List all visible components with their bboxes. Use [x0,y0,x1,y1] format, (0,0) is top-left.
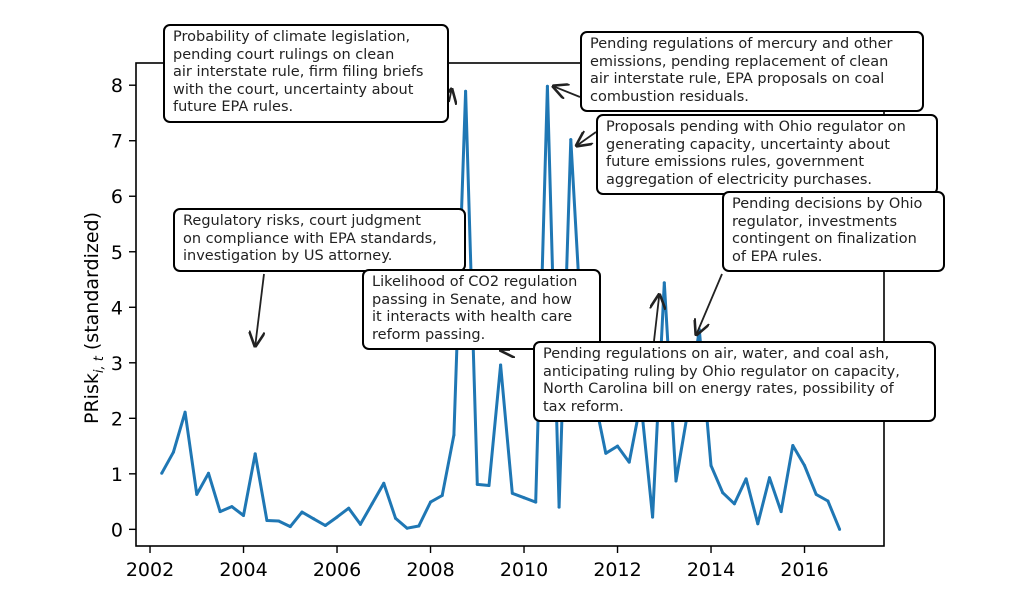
data-point [393,516,397,520]
y-axis: 0 1 2 3 4 5 6 7 8 [111,75,136,541]
y-tick-label: 2 [111,408,123,430]
y-tick-label: 5 [111,242,123,264]
data-point [779,510,783,514]
data-point [756,522,760,526]
y-tick-label: 1 [111,464,123,486]
y-tick-label: 8 [111,75,123,97]
data-point [651,515,655,519]
data-point [475,482,479,486]
data-point [323,523,327,527]
data-point [440,493,444,497]
y-axis-label-subscript: i, t [92,355,107,373]
annotation-2004: Regulatory risks, court judgment on comp… [173,208,466,272]
x-tick-label: 2010 [500,559,548,581]
x-tick-label: 2004 [219,559,267,581]
data-point [674,479,678,483]
data-point [534,500,538,504]
data-point [382,481,386,485]
x-tick-label: 2016 [780,559,828,581]
data-point [814,492,818,496]
data-point [627,460,631,464]
y-tick-label: 6 [111,186,123,208]
data-point [230,505,234,509]
annotation-arrow [553,86,581,97]
data-point [744,477,748,481]
y-tick-label: 4 [111,297,123,319]
data-point [347,506,351,510]
annotation-arrow [654,295,659,342]
annotation-arrows [255,86,723,350]
data-point [522,496,526,500]
data-point [569,138,573,142]
data-point [253,452,257,456]
y-tick-label: 7 [111,131,123,153]
data-point [732,502,736,506]
annotation-arrow [255,273,264,346]
data-point [265,518,269,522]
x-tick-label: 2006 [313,559,361,581]
data-point [803,464,807,467]
data-point [826,499,830,503]
data-point [487,483,491,487]
data-point [218,510,222,514]
annotation-arrow [449,89,452,102]
axes-frame [135,62,885,547]
annotation-arrow [577,132,597,146]
y-axis-label: PRiski, t (standardized) [81,212,107,424]
data-point [662,281,666,285]
annotation-2008-peak: Probability of climate legislation, pend… [163,24,449,123]
x-tick-label: 2014 [687,559,735,581]
annotation-2011-peak: Proposals pending with Ohio regulator on… [596,114,938,195]
data-point [557,505,561,509]
data-point [709,464,713,467]
x-tick-label: 2002 [126,559,174,581]
data-point [499,363,503,367]
data-point [288,525,292,529]
data-point [767,476,771,480]
data-point [616,444,620,448]
data-point [183,410,187,414]
y-tick-label: 0 [111,519,123,541]
data-point [206,471,210,475]
data-point [171,450,175,454]
data-point [160,471,164,475]
x-tick-label: 2012 [593,559,641,581]
y-axis-label-suffix: (standardized) [81,212,103,356]
data-point [838,527,842,531]
annotation-2013-late: Pending decisions by Ohio regulator, inv… [722,191,945,272]
x-tick-label: 2008 [406,559,454,581]
annotation-arrow [696,273,723,334]
data-point [464,89,468,93]
data-point [417,524,421,528]
y-axis-label-main: PRisk [81,373,103,424]
data-point [429,500,433,504]
y-tick-label: 3 [111,353,123,375]
data-point [312,517,316,521]
data-point [358,522,362,526]
data-point [242,513,246,517]
data-point [604,451,608,455]
data-point [195,492,199,496]
annotation-2010-peak: Pending regulations of mercury and other… [580,31,924,112]
data-point [721,491,725,495]
data-point [370,502,374,506]
x-axis: 2002 2004 2006 2008 2010 2012 2014 2016 [126,546,829,581]
annotation-2009: Likelihood of CO2 regulation passing in … [362,269,601,350]
data-point [300,510,304,514]
data-point [545,84,549,88]
annotation-2013: Pending regulations on air, water, and c… [533,341,936,422]
data-point [510,491,514,495]
data-point [791,444,795,448]
data-point [335,515,339,519]
plot-area: 2002 2004 2006 2008 2010 2012 2014 2016 0 1 2 3 4 5 6… [111,62,885,581]
data-point [405,526,409,530]
data-point [277,519,281,523]
data-point [452,433,456,437]
